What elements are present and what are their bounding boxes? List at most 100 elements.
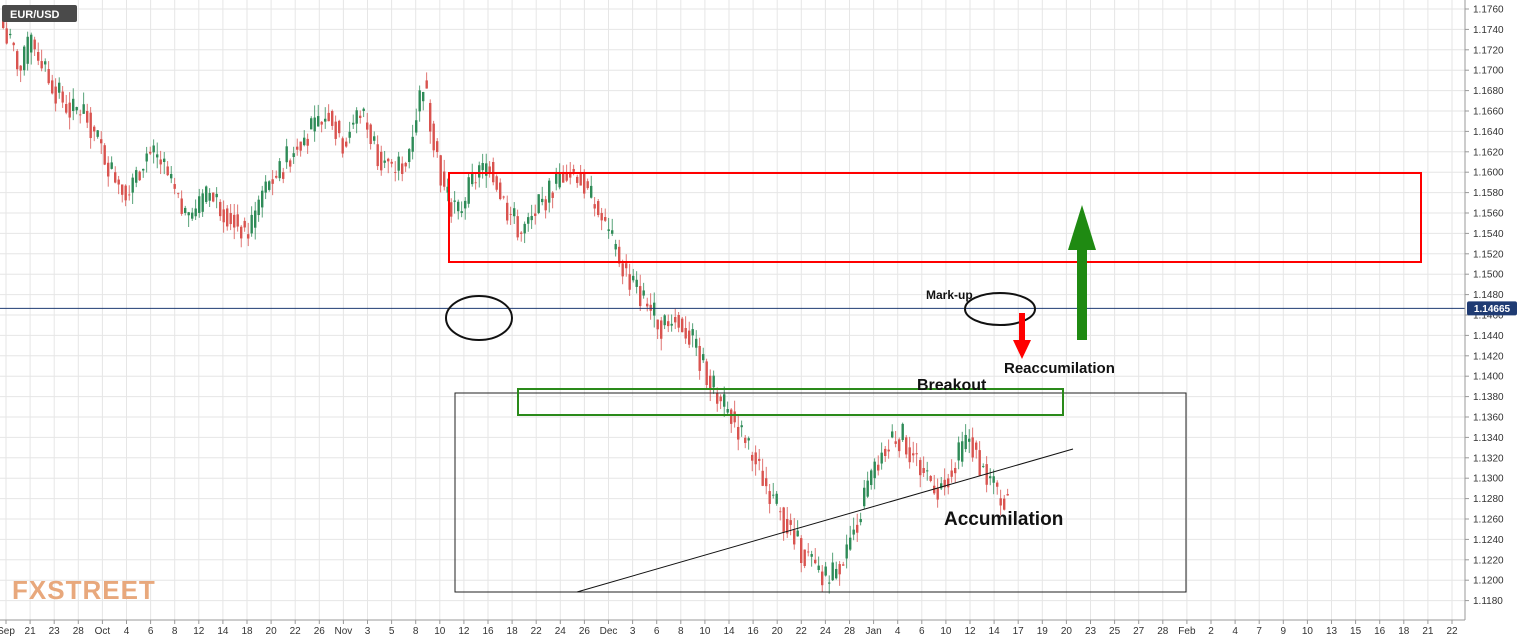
candle-body xyxy=(523,223,526,234)
y-tick-label: 1.1180 xyxy=(1473,596,1503,607)
candle-body xyxy=(730,409,733,424)
candle-body xyxy=(782,507,785,533)
candle-body xyxy=(240,226,243,239)
candle-body xyxy=(268,181,271,190)
candle-body xyxy=(835,568,838,579)
candle-body xyxy=(919,460,922,476)
candle-body xyxy=(317,116,320,127)
candle-body xyxy=(26,36,29,64)
candle-body xyxy=(107,162,110,177)
y-tick-label: 1.1440 xyxy=(1473,331,1504,342)
candle-body xyxy=(394,172,397,173)
candle-body xyxy=(236,214,239,227)
candle-body xyxy=(198,196,201,213)
candle-body xyxy=(712,375,715,388)
candle-body xyxy=(688,330,691,345)
candle-body xyxy=(681,318,684,333)
candle-body xyxy=(649,304,652,311)
x-tick-label: 10 xyxy=(434,626,446,637)
candle-body xyxy=(905,437,908,455)
candle-body xyxy=(569,173,572,178)
candle-body xyxy=(191,212,194,219)
candle-body xyxy=(282,172,285,179)
x-tick-label: 5 xyxy=(389,626,395,637)
candle-body xyxy=(208,193,211,201)
x-tick-label: 26 xyxy=(579,626,591,637)
y-tick-label: 1.1380 xyxy=(1473,392,1504,403)
candle-body xyxy=(499,182,502,200)
x-tick-label: 17 xyxy=(1013,626,1025,637)
candle-body xyxy=(327,112,330,122)
candle-body xyxy=(663,315,666,326)
candle-body xyxy=(387,158,390,162)
candle-body xyxy=(163,158,166,162)
candle-body xyxy=(474,182,477,184)
candle-body xyxy=(257,199,260,216)
candle-body xyxy=(205,186,208,202)
candle-body xyxy=(247,234,250,239)
candle-body xyxy=(1003,498,1006,510)
candle-body xyxy=(471,173,474,185)
candle-body xyxy=(93,126,96,132)
candle-body xyxy=(768,491,771,504)
candle-body xyxy=(796,530,799,537)
x-tick-label: 20 xyxy=(266,626,278,637)
x-tick-label: Feb xyxy=(1178,626,1196,637)
candle-body xyxy=(891,431,894,438)
candle-body xyxy=(670,323,673,326)
x-tick-label: 18 xyxy=(507,626,519,637)
candle-body xyxy=(306,138,309,146)
candle-body xyxy=(138,171,141,181)
candle-body xyxy=(82,104,85,114)
candle-body xyxy=(751,454,754,461)
candle-body xyxy=(446,186,449,193)
candle-body xyxy=(464,200,467,209)
candle-body xyxy=(803,549,806,566)
candle-body xyxy=(145,153,148,162)
symbol-badge[interactable]: EUR/USD xyxy=(2,5,77,22)
y-tick-label: 1.1280 xyxy=(1473,494,1504,505)
candle-body xyxy=(131,177,134,193)
candle-body xyxy=(992,476,995,483)
y-tick-label: 1.1760 xyxy=(1473,5,1504,16)
candle-body xyxy=(373,136,376,141)
candle-body xyxy=(338,120,341,134)
candle-body xyxy=(866,480,869,497)
candle-body xyxy=(726,409,729,413)
candle-body xyxy=(908,447,911,463)
candle-body xyxy=(702,354,705,361)
candle-body xyxy=(985,464,988,485)
current-price-tag: 1.14665 xyxy=(1467,301,1517,316)
current-price-value: 1.14665 xyxy=(1474,304,1511,315)
ascending-trendline xyxy=(576,448,1074,593)
candle-body xyxy=(807,551,810,553)
x-tick-label: 10 xyxy=(699,626,711,637)
fxstreet-watermark: FXSTREET xyxy=(12,575,156,605)
candle-body xyxy=(401,163,404,174)
x-tick-label: 6 xyxy=(148,626,154,637)
candle-body xyxy=(849,537,852,550)
candle-body xyxy=(845,544,848,559)
candle-body xyxy=(58,82,61,93)
x-tick-label: 23 xyxy=(1085,626,1097,637)
candle-body xyxy=(674,317,677,323)
x-tick-label: 22 xyxy=(796,626,808,637)
candle-body xyxy=(761,470,764,486)
breakout-label: Breakout xyxy=(917,377,987,394)
x-tick-label: 12 xyxy=(964,626,976,637)
candle-body xyxy=(968,438,971,442)
candle-body xyxy=(114,172,117,183)
candle-body xyxy=(79,114,82,116)
candle-body xyxy=(51,80,54,94)
x-tick-label: Jan xyxy=(866,626,882,637)
candle-body xyxy=(684,327,687,339)
candle-body xyxy=(716,393,719,404)
candle-body xyxy=(37,52,40,61)
candle-body xyxy=(254,210,257,228)
x-axis: Sep 21 23 28 Oct 4 6 8 12 14 18 20 22 26 Nov 3 5 8 10 12 16 1… xyxy=(0,620,1458,637)
x-tick-label: 26 xyxy=(314,626,326,637)
candle-body xyxy=(555,173,558,184)
y-tick-label: 1.1700 xyxy=(1473,66,1504,77)
x-tick-label: 3 xyxy=(365,626,371,637)
